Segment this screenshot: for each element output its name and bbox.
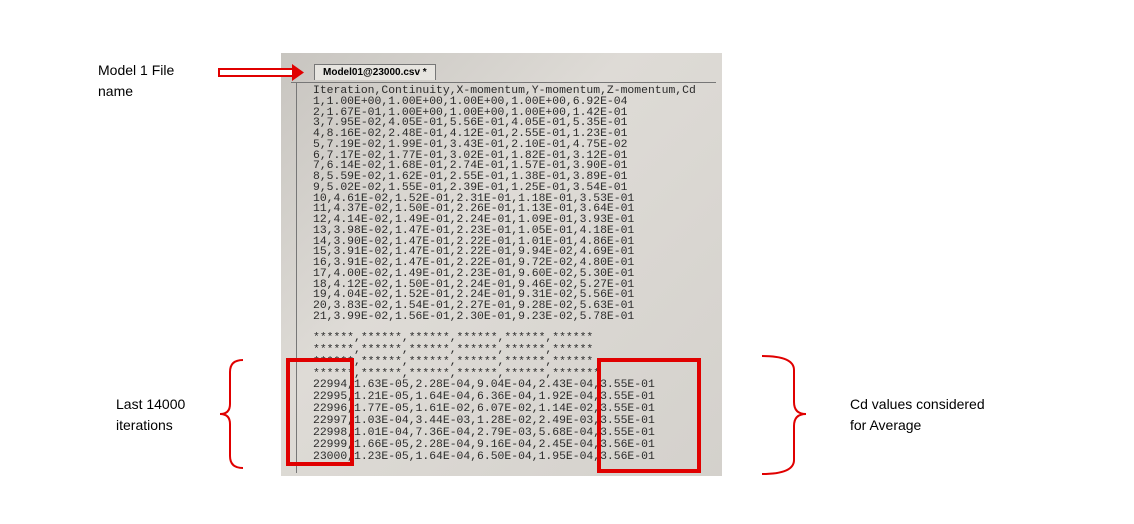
csv-line: 16,3.91E-02,1.47E-01,2.22E-01,9.72E-02,4… bbox=[313, 257, 635, 269]
csv-line: 2,1.67E-01,1.00E+00,1.00E+00,1.00E+00,1.… bbox=[313, 106, 628, 119]
csv-line: ******,******,******,******,******,*****… bbox=[313, 343, 594, 356]
csv-line: 11,4.37E-02,1.50E-01,2.26E-01,1.13E-01,3… bbox=[313, 203, 635, 216]
csv-line: 18,4.12E-02,1.50E-01,2.24E-01,9.46E-02,5… bbox=[313, 278, 635, 291]
left-brace bbox=[219, 359, 244, 469]
csv-line: 3,7.95E-02,4.05E-01,5.56E-01,4.05E-01,5.… bbox=[313, 117, 628, 130]
csv-line: 20,3.83E-02,1.54E-01,2.27E-01,9.28E-02,5… bbox=[313, 300, 635, 312]
csv-line: 22999,1.66E-05,2.28E-04,9.16E-04,2.45E-0… bbox=[313, 438, 655, 451]
csv-line: 13,3.98E-02,1.47E-01,2.23E-01,1.05E-01,4… bbox=[313, 224, 635, 237]
csv-line: 22996,1.77E-05,1.61E-02,6.07E-02,1.14E-0… bbox=[313, 403, 655, 416]
csv-line: 22997,1.03E-04,3.44E-03,1.28E-02,2.49E-0… bbox=[313, 414, 655, 427]
file-tab: Model01@23000.csv * bbox=[314, 64, 436, 80]
csv-line: 1,1.00E+00,1.00E+00,1.00E+00,1.00E+00,6.… bbox=[313, 95, 628, 108]
arrow-shaft bbox=[218, 68, 294, 77]
highlights bbox=[286, 358, 701, 473]
csv-line: 17,4.00E-02,1.49E-01,2.23E-01,9.60E-02,5… bbox=[313, 267, 635, 280]
tab-line bbox=[291, 82, 716, 83]
csv-line: Iteration,Continuity,X-momentum,Y-moment… bbox=[313, 85, 696, 97]
csv-line: 12,4.14E-02,1.49E-01,2.24E-01,1.09E-01,3… bbox=[313, 214, 635, 226]
csv-line: 22995,1.21E-05,1.64E-04,6.36E-04,1.92E-0… bbox=[313, 391, 655, 404]
csv-line: ******,******,******,******,******,*****… bbox=[313, 367, 601, 380]
csv-line: 14,3.90E-02,1.47E-01,2.22E-01,1.01E-01,4… bbox=[313, 235, 635, 248]
csv-line: ******,******,******,******,******,*****… bbox=[313, 332, 594, 344]
csv-line: 23000,1.23E-05,1.64E-04,6.50E-04,1.95E-0… bbox=[313, 450, 655, 463]
file-name-note: Model 1 File name bbox=[98, 62, 175, 99]
csv-line: 22998,1.01E-04,7.36E-04,2.79E-03,5.68E-0… bbox=[313, 426, 655, 439]
csv-line: 8,5.59E-02,1.62E-01,2.55E-01,1.38E-01,3.… bbox=[313, 171, 628, 183]
csv-line: 5,7.19E-02,1.99E-01,3.43E-01,2.10E-01,4.… bbox=[313, 138, 628, 151]
braces bbox=[219, 355, 807, 475]
arrow bbox=[218, 64, 304, 81]
csv-line: 10,4.61E-02,1.52E-01,2.31E-01,1.18E-01,3… bbox=[313, 192, 635, 205]
csv-line: 7,6.14E-02,1.68E-01,2.74E-01,1.57E-01,3.… bbox=[313, 160, 628, 173]
csv-line: 22994,1.63E-05,2.28E-04,9.04E-04,2.43E-0… bbox=[313, 379, 655, 392]
cd-note: Cd values considered for Average bbox=[850, 396, 985, 433]
csv-line: 15,3.91E-02,1.47E-01,2.22E-01,9.94E-02,4… bbox=[313, 246, 635, 259]
csv-line: 4,8.16E-02,2.48E-01,4.12E-01,2.55E-01,1.… bbox=[313, 128, 628, 140]
iteration-box bbox=[286, 358, 354, 466]
csv-line: 6,7.17E-02,1.77E-01,3.02E-01,1.82E-01,3.… bbox=[313, 149, 628, 162]
csv-line: ******,******,******,******,******,*****… bbox=[313, 355, 594, 368]
margin-line bbox=[296, 83, 297, 473]
iterations-note: Last 14000 iterations bbox=[116, 396, 186, 433]
csv-line: 9,5.02E-02,1.55E-01,2.39E-01,1.25E-01,3.… bbox=[313, 181, 628, 194]
right-brace bbox=[761, 355, 807, 475]
printout-photo bbox=[281, 53, 722, 476]
cd-box bbox=[597, 358, 701, 473]
csv-line: 19,4.04E-02,1.52E-01,2.24E-01,9.31E-02,5… bbox=[313, 289, 635, 302]
arrow-head bbox=[292, 64, 304, 81]
csv-line: 21,3.99E-02,1.56E-01,2.30E-01,9.23E-02,5… bbox=[313, 310, 635, 323]
